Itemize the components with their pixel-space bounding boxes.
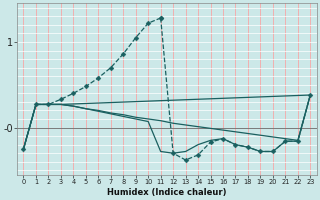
X-axis label: Humidex (Indice chaleur): Humidex (Indice chaleur) bbox=[107, 188, 227, 197]
